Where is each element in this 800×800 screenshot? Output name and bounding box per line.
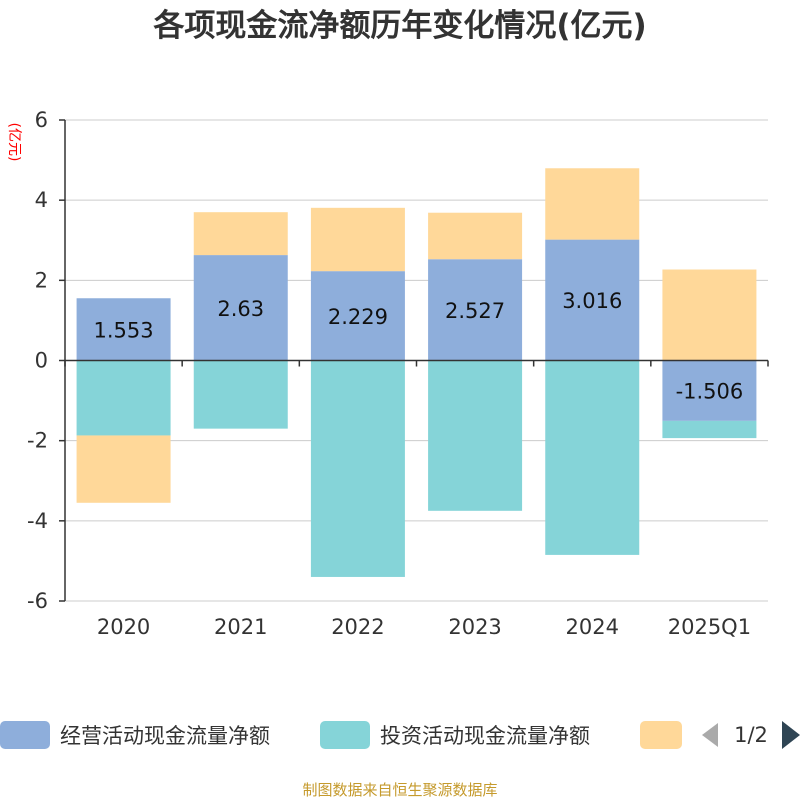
y-axis-unit: (亿元) [6, 123, 22, 162]
legend-prev-page-icon[interactable] [702, 723, 718, 747]
legend-next-page-icon[interactable] [782, 721, 800, 749]
bar-s2-2023 [428, 212, 523, 260]
legend-item-operating[interactable]: 经营活动现金流量净额 [0, 721, 270, 749]
x-tick-labels: 2020 2021 2022 2023 2024 2025Q1 [97, 615, 751, 639]
legend: 经营活动现金流量净额 投资活动现金流量净额 1/2 [0, 721, 800, 749]
y-tick-label--2: -2 [27, 429, 48, 453]
bar-s2-2025Q1 [662, 269, 757, 361]
y-tick-label--4: -4 [27, 509, 48, 533]
data-source: 制图数据来自恒生聚源数据库 [302, 781, 497, 799]
chart-title: 各项现金流净额历年变化情况(亿元) [152, 8, 646, 44]
y-tick-label-6: 6 [35, 108, 48, 132]
bar-s0-2024 [545, 239, 640, 361]
legend-label-operating: 经营活动现金流量净额 [60, 724, 270, 748]
grid-lines [65, 119, 768, 602]
x-tick-label-2020: 2020 [97, 615, 150, 639]
data-label-2022: 2.229 [328, 305, 388, 329]
legend-item-financing[interactable] [640, 721, 682, 749]
bar-s1-2024 [545, 360, 640, 555]
bar-s1-2025Q1 [662, 420, 757, 439]
data-label-2020: 1.553 [94, 318, 154, 342]
legend-label-investing: 投资活动现金流量净额 [380, 724, 590, 748]
bar-s2-2020 [76, 435, 171, 503]
bar-s0-2020 [76, 298, 171, 361]
legend-page-indicator: 1/2 [734, 723, 768, 747]
bar-s1-2020 [76, 360, 171, 436]
bar-s1-2022 [310, 360, 405, 577]
bar-s0-2025Q1 [662, 360, 757, 421]
x-tick-label-2023: 2023 [448, 615, 501, 639]
bar-s2-2024 [545, 168, 640, 240]
bar-s0-2021 [193, 255, 288, 361]
bar-s2-2022 [310, 207, 405, 272]
y-tick-label--6: -6 [27, 589, 48, 613]
x-tick-label-2022: 2022 [331, 615, 384, 639]
bar-s1-2023 [428, 360, 523, 511]
x-tick-label-2024: 2024 [566, 615, 619, 639]
y-tick-label-0: 0 [35, 349, 48, 373]
data-label-2025Q1: -1.506 [676, 380, 744, 404]
bar-s0-2023 [428, 259, 523, 361]
data-labels: 1.553 2.63 2.229 2.527 3.016 -1.506 [94, 289, 744, 404]
legend-swatch-investing [320, 721, 370, 749]
legend-swatch-operating [0, 721, 50, 749]
data-label-2024: 3.016 [562, 289, 622, 313]
y-tick-label-4: 4 [35, 188, 48, 212]
x-tick-label-2025Q1: 2025Q1 [668, 615, 751, 639]
legend-swatch-financing [640, 721, 682, 749]
axes [59, 119, 769, 602]
bars [76, 168, 757, 577]
bar-s1-2021 [193, 360, 288, 429]
data-label-2023: 2.527 [445, 299, 505, 323]
bar-s0-2022 [310, 271, 405, 361]
legend-item-investing[interactable]: 投资活动现金流量净额 [320, 721, 590, 749]
y-tick-label-2: 2 [35, 268, 48, 292]
bar-s2-2021 [193, 212, 288, 256]
x-tick-label-2021: 2021 [214, 615, 267, 639]
y-tick-labels: 6 4 2 0 -2 -4 -6 [27, 108, 48, 613]
data-label-2021: 2.63 [217, 297, 264, 321]
